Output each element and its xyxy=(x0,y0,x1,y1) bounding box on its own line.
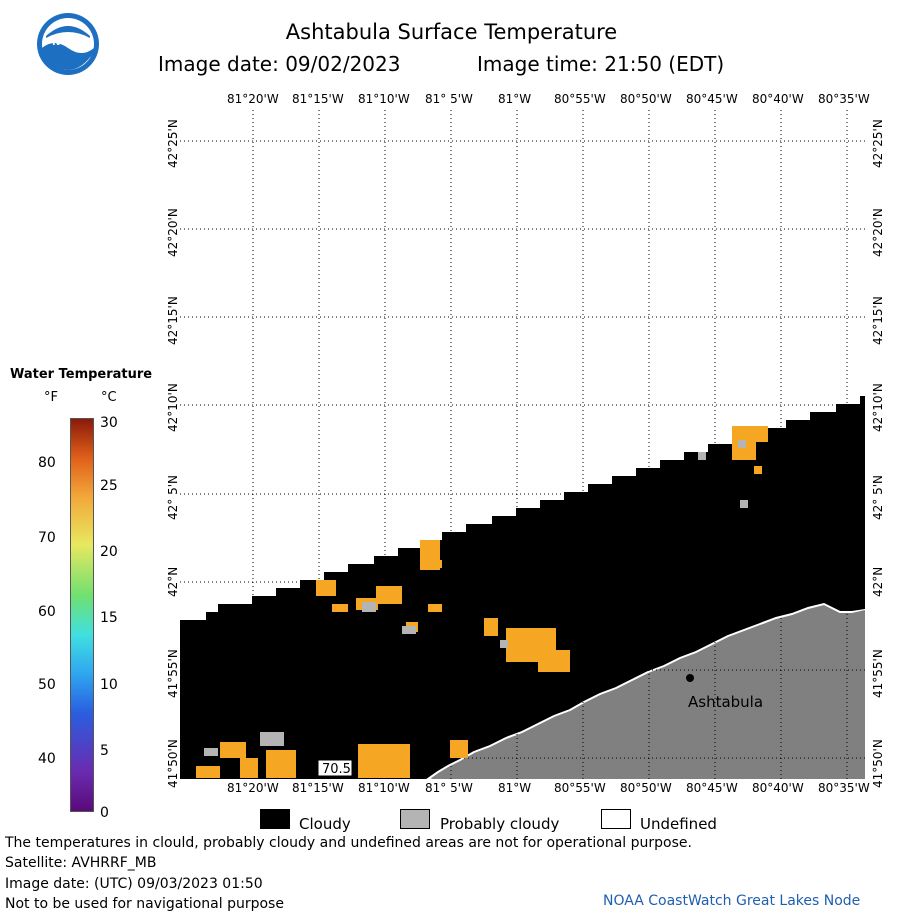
water-temp-pixels xyxy=(196,426,768,778)
lon-label-top: 80°45'W xyxy=(686,92,738,106)
lon-label-bottom: 81°W xyxy=(498,781,532,795)
lat-label-right: 42°15'N xyxy=(871,296,885,345)
map-title: Ashtabula Surface Temperature xyxy=(285,20,618,44)
lon-label-top: 81°15'W xyxy=(292,92,344,106)
lat-label-right: 42°20'N xyxy=(871,208,885,257)
lat-label-left: 41°50'N xyxy=(166,739,180,788)
lat-label-left: 42°25'N xyxy=(166,119,180,168)
cloudy-swatch xyxy=(260,809,290,829)
lon-label-top: 80°55'W xyxy=(554,92,606,106)
ashtabula-city-marker-icon xyxy=(686,674,694,682)
f-tick: 70 xyxy=(38,530,56,546)
land-fill xyxy=(430,610,865,779)
probably-cloudy-swatch xyxy=(400,809,430,829)
footer-satellite: Satellite: AVHRRF_MB xyxy=(5,855,157,871)
c-tick: 20 xyxy=(100,544,118,560)
lat-label-left: 42°N xyxy=(166,566,180,597)
logo-text: NOAA xyxy=(52,37,84,48)
lat-label-right: 41°55'N xyxy=(871,649,885,698)
lat-label-right: 42°25'N xyxy=(871,119,885,168)
c-tick: 0 xyxy=(100,805,109,821)
lat-label-left: 42°15'N xyxy=(166,296,180,345)
city-label: Ashtabula xyxy=(688,693,763,711)
lon-label-top: 81°10'W xyxy=(358,92,410,106)
f-tick: 80 xyxy=(38,455,56,471)
lat-label-right: 42°10'N xyxy=(871,383,885,432)
lon-label-bottom: 80°45'W xyxy=(686,781,738,795)
lon-label-bottom: 81°15'W xyxy=(292,781,344,795)
lat-label-right: 42° 5'N xyxy=(871,475,885,520)
footer-warning: Not to be used for navigational purpose xyxy=(5,896,284,912)
undefined-label: Undefined xyxy=(640,815,717,833)
lon-label-bottom: 80°50'W xyxy=(620,781,672,795)
lat-label-left: 41°55'N xyxy=(166,649,180,698)
c-tick: 10 xyxy=(100,677,118,693)
lat-label-right: 41°50'N xyxy=(871,739,885,788)
lon-label-top: 80°50'W xyxy=(620,92,672,106)
lon-label-bottom: 81° 5'W xyxy=(425,781,473,795)
cloudy-label: Cloudy xyxy=(299,815,351,833)
lon-label-bottom: 80°35'W xyxy=(818,781,870,795)
noaa-logo-icon: NOAA xyxy=(36,12,100,76)
temp-reading-box xyxy=(317,759,353,777)
c-tick: 15 xyxy=(100,610,118,626)
f-tick: 50 xyxy=(38,677,56,693)
footer-note: The temperatures in clould, probably clo… xyxy=(5,835,692,851)
lon-label-bottom: 81°10'W xyxy=(358,781,410,795)
f-tick: 60 xyxy=(38,604,56,620)
lon-label-top: 81°W xyxy=(498,92,532,106)
c-tick: 30 xyxy=(100,415,118,431)
lat-label-right: 42°N xyxy=(871,566,885,597)
unit-celsius: °C xyxy=(101,390,117,405)
lon-label-top: 80°40'W xyxy=(752,92,804,106)
unit-fahrenheit: °F xyxy=(44,390,58,405)
lon-label-bottom: 80°55'W xyxy=(554,781,606,795)
map-panel: Ashtabula 70.5 xyxy=(180,110,866,783)
lat-label-left: 42° 5'N xyxy=(166,475,180,520)
lon-label-bottom: 81°20'W xyxy=(227,781,279,795)
lon-label-top: 81°20'W xyxy=(227,92,279,106)
f-tick: 40 xyxy=(38,751,56,767)
temp-reading: 70.5 xyxy=(322,762,351,777)
temperature-color-bar xyxy=(70,418,94,812)
undefined-swatch xyxy=(601,809,631,829)
image-time: Image time: 21:50 (EDT) xyxy=(477,52,725,76)
c-tick: 25 xyxy=(100,478,118,494)
lon-label-top: 80°35'W xyxy=(818,92,870,106)
lon-label-top: 81° 5'W xyxy=(425,92,473,106)
c-tick: 5 xyxy=(100,743,109,759)
probably-cloudy-pixels xyxy=(204,440,748,756)
lat-label-left: 42°20'N xyxy=(166,208,180,257)
probably-cloudy-label: Probably cloudy xyxy=(440,815,560,833)
footer-credit: NOAA CoastWatch Great Lakes Node xyxy=(603,893,861,909)
legend-title: Water Temperature xyxy=(10,367,153,382)
image-date: Image date: 09/02/2023 xyxy=(158,52,401,76)
footer-utc-date: Image date: (UTC) 09/03/2023 01:50 xyxy=(5,876,263,892)
lat-label-left: 42°10'N xyxy=(166,383,180,432)
lon-label-bottom: 80°40'W xyxy=(752,781,804,795)
